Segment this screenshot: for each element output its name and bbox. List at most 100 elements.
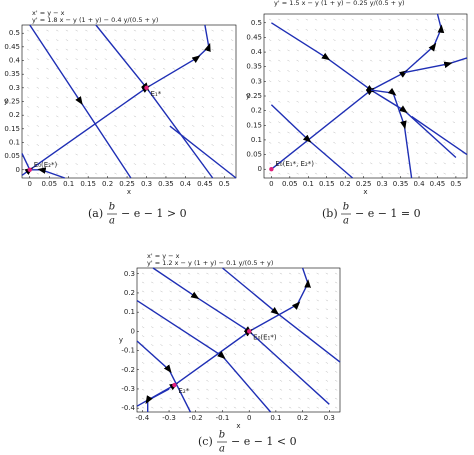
equilibrium-label: E₁* bbox=[151, 90, 162, 98]
trajectory bbox=[29, 167, 66, 179]
vector-field bbox=[169, 272, 172, 275]
vector-field bbox=[334, 281, 338, 284]
vector-field bbox=[406, 121, 410, 124]
vector-field bbox=[201, 29, 205, 32]
vector-field bbox=[325, 371, 329, 373]
vector-field bbox=[201, 39, 205, 41]
vector-field bbox=[141, 317, 145, 320]
vector-field bbox=[187, 397, 191, 400]
vector-field bbox=[333, 18, 336, 21]
x-tick-label: 0.05 bbox=[282, 180, 298, 188]
vector-field bbox=[270, 397, 273, 400]
vector-field bbox=[278, 172, 281, 175]
vector-field bbox=[268, 80, 272, 83]
vector-field bbox=[333, 152, 336, 154]
vector-field bbox=[369, 141, 373, 144]
vector-field bbox=[434, 152, 437, 154]
vector-field bbox=[360, 162, 364, 165]
x-tick-label: 0 bbox=[269, 180, 273, 188]
vector-field bbox=[230, 106, 234, 108]
vector-field bbox=[182, 29, 185, 32]
vector-field bbox=[133, 29, 137, 32]
vector-field bbox=[360, 18, 364, 21]
y-tick-label: 0.05 bbox=[4, 152, 20, 160]
vector-field bbox=[296, 162, 299, 165]
x-tick-label: 0.25 bbox=[356, 180, 372, 188]
vector-field bbox=[221, 106, 224, 108]
vector-field bbox=[333, 172, 336, 175]
vector-field bbox=[342, 18, 345, 21]
vector-field bbox=[151, 379, 154, 382]
vector-field bbox=[230, 96, 234, 99]
vector-field bbox=[324, 141, 327, 144]
vector-field bbox=[351, 121, 355, 124]
vector-field bbox=[252, 272, 255, 275]
vector-field bbox=[388, 18, 391, 21]
vector-field bbox=[279, 397, 283, 400]
vector-field bbox=[221, 58, 224, 61]
vector-field bbox=[221, 134, 224, 137]
vector-field bbox=[314, 172, 318, 175]
vector-field bbox=[443, 18, 446, 21]
vector-field bbox=[160, 344, 163, 346]
vector-field bbox=[26, 39, 30, 41]
vector-field bbox=[314, 152, 318, 154]
vector-field bbox=[56, 29, 59, 32]
y-tick-label: 0.45 bbox=[246, 33, 262, 41]
vector-field bbox=[287, 131, 290, 134]
vector-field bbox=[141, 326, 145, 329]
vector-field bbox=[46, 29, 49, 32]
vector-field bbox=[415, 111, 419, 113]
vector-field bbox=[278, 100, 281, 103]
vector-field bbox=[296, 111, 299, 113]
vector-field bbox=[143, 29, 146, 32]
vector-field bbox=[434, 18, 437, 21]
x-tick-label: -0.1 bbox=[216, 414, 230, 422]
vector-field bbox=[324, 18, 327, 21]
vector-field bbox=[333, 49, 336, 52]
vector-field bbox=[316, 281, 319, 284]
vector-field bbox=[211, 77, 214, 80]
vector-field bbox=[230, 144, 234, 146]
vector-field bbox=[75, 29, 78, 32]
x-tick-label: 0.25 bbox=[119, 180, 135, 188]
x-tick-label: 0.1 bbox=[270, 414, 281, 422]
vector-field bbox=[211, 39, 214, 41]
vector-field bbox=[324, 131, 327, 134]
vector-field bbox=[268, 111, 272, 113]
vector-field bbox=[287, 141, 290, 144]
vector-field bbox=[151, 344, 154, 346]
vector-field bbox=[360, 152, 364, 154]
vector-field bbox=[268, 90, 272, 93]
vector-field bbox=[151, 308, 154, 311]
vector-field bbox=[151, 317, 154, 320]
vector-field bbox=[104, 29, 108, 32]
equilibrium bbox=[172, 382, 177, 388]
vector-field bbox=[268, 162, 272, 165]
panel: x' = y − xy' = 1.5 x − y (1 + y) − 0.25 … bbox=[246, 0, 468, 227]
caption-condition: − e − 1 = 0 bbox=[355, 207, 421, 220]
vector-field bbox=[325, 281, 329, 284]
vector-field bbox=[296, 121, 299, 124]
y-tick-label: 0.5 bbox=[251, 19, 262, 27]
vector-field bbox=[305, 100, 309, 103]
vector-field bbox=[334, 388, 338, 391]
vector-field bbox=[379, 18, 382, 21]
caption-tag: (a) bbox=[88, 207, 103, 220]
vector-field bbox=[325, 406, 329, 409]
vector-field bbox=[230, 153, 234, 156]
equation: y' = 1.8 x − y (1 + y) − 0.4 y/(0.5 + y) bbox=[32, 16, 158, 24]
x-axis-label: x bbox=[127, 188, 131, 196]
vector-field bbox=[141, 281, 145, 284]
vector-field bbox=[197, 397, 200, 400]
vector-field bbox=[415, 18, 419, 21]
vector-field bbox=[233, 397, 237, 400]
vector-field bbox=[406, 162, 410, 165]
vector-field bbox=[211, 29, 214, 32]
vector-field bbox=[169, 397, 172, 400]
vector-field bbox=[221, 144, 224, 146]
vector-field bbox=[287, 162, 290, 165]
vector-field bbox=[160, 308, 163, 311]
vector-field bbox=[307, 397, 310, 400]
vector-field bbox=[233, 272, 237, 275]
